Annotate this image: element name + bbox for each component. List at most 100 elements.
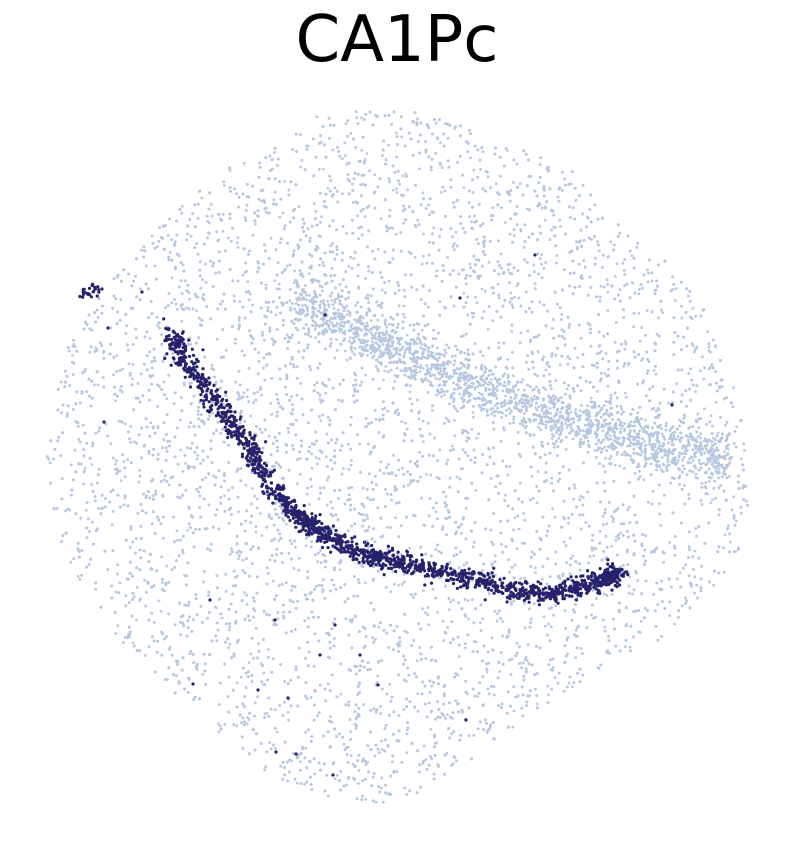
background-cell-point [199, 462, 203, 465]
background-cell-point [446, 508, 450, 512]
background-cell-point [298, 760, 302, 764]
background-cell-point [272, 198, 276, 202]
background-cell-point [430, 409, 434, 412]
background-cell-point [464, 690, 468, 694]
background-cell-point [519, 229, 523, 233]
background-cell-point [345, 232, 348, 235]
background-cell-point [331, 242, 335, 245]
background-cell-point [259, 512, 262, 515]
background-cell-point [462, 186, 466, 189]
background-cell-point [548, 372, 551, 376]
background-cell-point [304, 730, 307, 734]
background-cell-point [553, 234, 557, 238]
background-cell-point [485, 731, 489, 735]
background-cell-point [206, 616, 210, 620]
background-cell-point [244, 671, 248, 675]
background-cell-point [427, 763, 431, 767]
background-cell-point [349, 132, 353, 135]
background-cell-point [481, 150, 485, 154]
background-cell-point [486, 327, 490, 331]
background-cell-point [135, 618, 139, 622]
background-cell-point [255, 497, 259, 501]
background-cell-point [467, 617, 470, 621]
background-cell-point [664, 466, 668, 470]
background-cell-point [516, 402, 520, 406]
background-cell-point [472, 254, 476, 258]
background-cell-point [359, 183, 362, 187]
background-cell-point [180, 292, 184, 295]
background-cell-point [324, 391, 327, 395]
background-cell-point [171, 352, 175, 356]
background-cell-point [639, 620, 643, 623]
background-cell-point [503, 298, 507, 302]
background-cell-point [238, 713, 242, 717]
background-cell-point [305, 492, 309, 496]
background-cell-point [245, 603, 249, 606]
background-cell-point [393, 411, 397, 415]
background-cell-point [422, 440, 425, 443]
background-cell-point [693, 549, 697, 553]
background-cell-point [150, 366, 154, 370]
background-cell-point [344, 285, 348, 289]
background-cell-point [421, 191, 425, 195]
background-cell-point [607, 368, 610, 371]
background-cell-point [390, 760, 394, 764]
background-cell-point [287, 430, 291, 434]
background-cell-point [332, 307, 336, 310]
background-cell-point [494, 365, 497, 369]
background-cell-point [586, 216, 590, 220]
background-cell-point [237, 557, 240, 560]
background-cell-point [403, 629, 407, 633]
background-cell-point [170, 653, 174, 657]
background-cell-point [400, 135, 404, 139]
background-cell-point [79, 462, 83, 466]
background-cell-point [599, 284, 603, 288]
background-cell-point [600, 371, 603, 375]
background-cell-point [122, 641, 125, 644]
background-cell-point [197, 405, 201, 409]
background-cell-point [150, 234, 154, 238]
background-cell-point [559, 225, 562, 228]
background-cell-point [462, 292, 466, 295]
background-cell-point [143, 654, 147, 657]
background-cell-point [161, 581, 164, 584]
background-cell-point [578, 568, 582, 572]
background-cell-point [321, 167, 325, 171]
background-cell-point [381, 800, 385, 804]
background-cell-point [395, 187, 398, 191]
background-cell-point [250, 487, 254, 490]
background-cell-point [374, 475, 377, 478]
background-cell-point [415, 121, 419, 124]
background-cell-point [449, 600, 452, 604]
background-cell-point [497, 341, 501, 345]
background-cell-point [481, 617, 485, 620]
background-cell-point [364, 759, 367, 763]
background-cell-point [439, 190, 443, 194]
background-cell-point [427, 701, 431, 705]
background-cell-point [576, 356, 580, 359]
background-cell-point [242, 161, 246, 165]
background-cell-point [402, 678, 406, 682]
background-cell-point [499, 252, 503, 256]
background-cell-point [421, 607, 424, 611]
background-cell-point [604, 534, 608, 538]
background-cell-point [432, 226, 436, 230]
background-cell-point [239, 467, 243, 470]
background-cell-point [692, 350, 696, 354]
background-cell-point [424, 758, 428, 761]
background-cell-point [444, 495, 448, 498]
background-cell-point [112, 373, 115, 377]
background-cell-point [333, 637, 336, 640]
background-cell-point [707, 480, 711, 483]
background-cell-point [176, 538, 179, 542]
background-cell-point [641, 357, 645, 360]
background-cell-point [267, 177, 271, 181]
background-cell-point [227, 675, 231, 679]
background-cell-point [124, 312, 128, 317]
background-cell-point [727, 524, 730, 528]
background-cell-point [503, 221, 507, 224]
background-cell-point [273, 279, 277, 283]
background-cell-point [578, 445, 582, 449]
background-cell-point [434, 510, 438, 514]
background-cell-point [590, 238, 593, 241]
